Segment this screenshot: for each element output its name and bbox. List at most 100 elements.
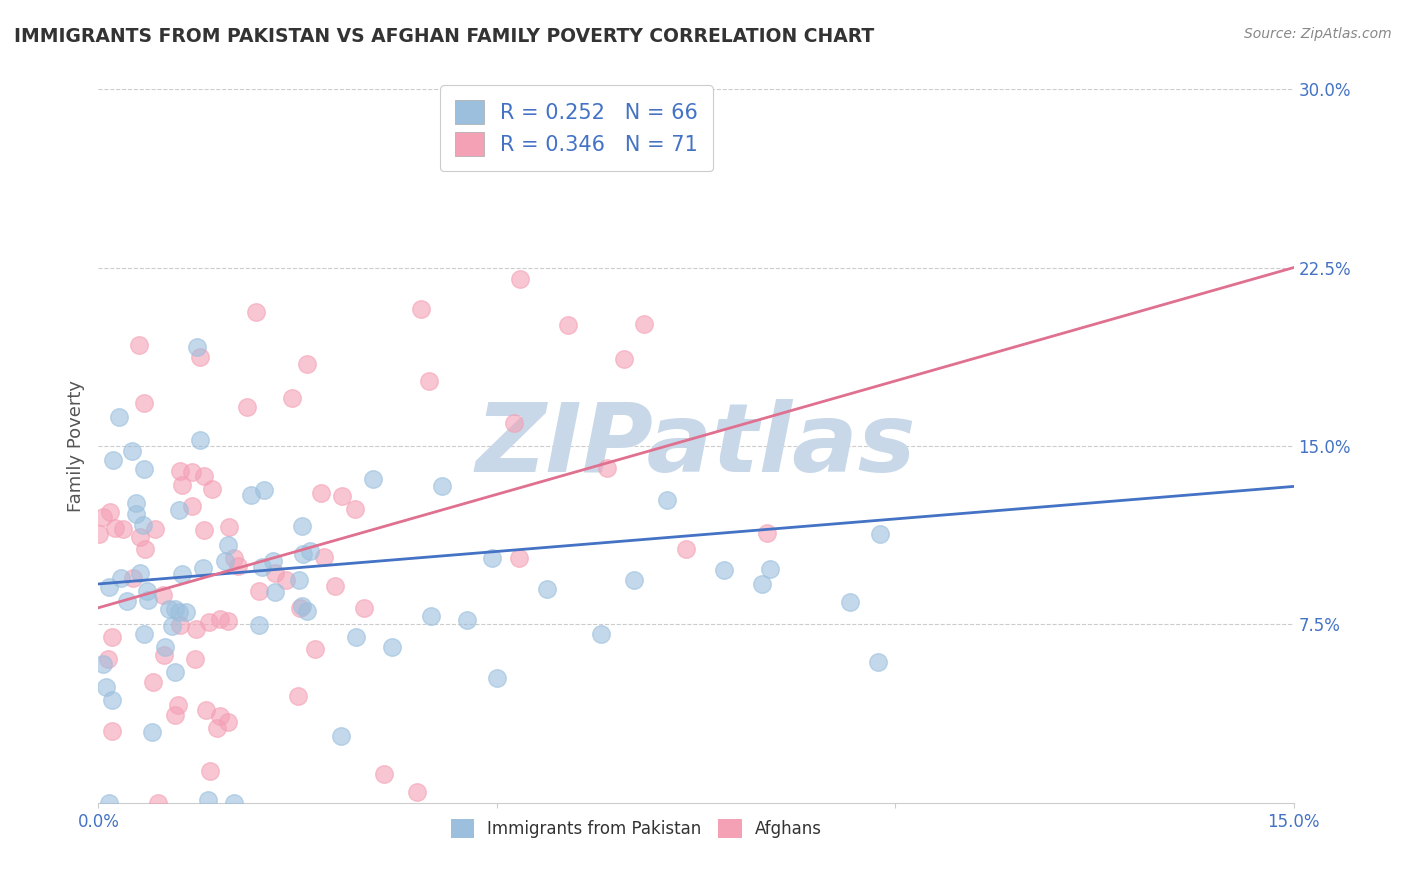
Point [353,600,375,615]
Point [169,464,191,478]
Point [191,561,214,575]
Point [146,796,169,810]
Point [633,318,655,332]
Point [169,605,191,619]
Point [344,630,367,644]
Point [239,488,262,502]
Point [361,472,384,486]
Point [292,548,315,562]
Point [217,714,239,729]
Point [163,707,186,722]
Point [188,433,211,447]
Point [218,520,240,534]
Point [184,622,207,636]
Point [198,615,221,629]
Point [103,453,125,467]
Point [205,721,228,735]
Point [287,689,309,703]
Point [329,729,352,743]
Point [155,640,177,654]
Point [183,652,205,666]
Point [181,465,204,479]
Point [91,657,114,672]
Point [295,604,318,618]
Point [136,592,159,607]
Point [197,793,219,807]
Point [142,674,165,689]
Point [193,468,215,483]
Point [172,477,194,491]
Point [869,526,891,541]
Point [420,608,443,623]
Point [125,507,148,521]
Point [217,538,239,552]
Point [153,648,176,663]
Point [208,612,231,626]
Point [502,416,524,430]
Point [276,573,298,587]
Point [157,601,180,615]
Legend: Immigrants from Pakistan, Afghans: Immigrants from Pakistan, Afghans [444,812,828,845]
Point [756,525,779,540]
Point [104,521,127,535]
Text: Source: ZipAtlas.com: Source: ZipAtlas.com [1244,27,1392,41]
Point [759,562,782,576]
Point [249,618,271,632]
Point [143,522,166,536]
Point [165,602,187,616]
Point [263,566,285,580]
Point [381,640,404,655]
Point [112,522,135,536]
Point [309,485,332,500]
Point [291,518,314,533]
Point [101,630,124,644]
Point [557,318,579,333]
Point [160,618,183,632]
Point [262,554,284,568]
Point [481,551,503,566]
Point [121,444,143,458]
Point [170,566,193,581]
Point [226,558,249,573]
Point [323,579,346,593]
Point [186,340,208,354]
Point [411,301,433,316]
Point [298,543,321,558]
Point [297,357,319,371]
Point [132,626,155,640]
Point [200,764,222,779]
Point [596,460,619,475]
Point [110,571,132,585]
Point [100,693,122,707]
Point [288,601,311,615]
Point [188,351,211,365]
Point [430,479,453,493]
Point [675,541,697,556]
Point [129,530,152,544]
Point [128,338,150,352]
Text: ZIPatlas: ZIPatlas [475,400,917,492]
Point [122,571,145,585]
Point [167,698,190,712]
Point [195,703,218,717]
Point [97,580,120,594]
Point [217,615,239,629]
Point [406,785,429,799]
Point [193,523,215,537]
Text: IMMIGRANTS FROM PAKISTAN VS AFGHAN FAMILY POVERTY CORRELATION CHART: IMMIGRANTS FROM PAKISTAN VS AFGHAN FAMIL… [14,27,875,45]
Point [613,352,636,367]
Point [657,493,679,508]
Point [751,576,773,591]
Point [91,509,114,524]
Point [485,672,508,686]
Point [136,583,159,598]
Point [141,725,163,739]
Point [713,563,735,577]
Point [174,605,197,619]
Point [209,708,232,723]
Point [418,374,440,388]
Point [264,585,287,599]
Point [247,583,270,598]
Point [287,573,309,587]
Point [117,594,139,608]
